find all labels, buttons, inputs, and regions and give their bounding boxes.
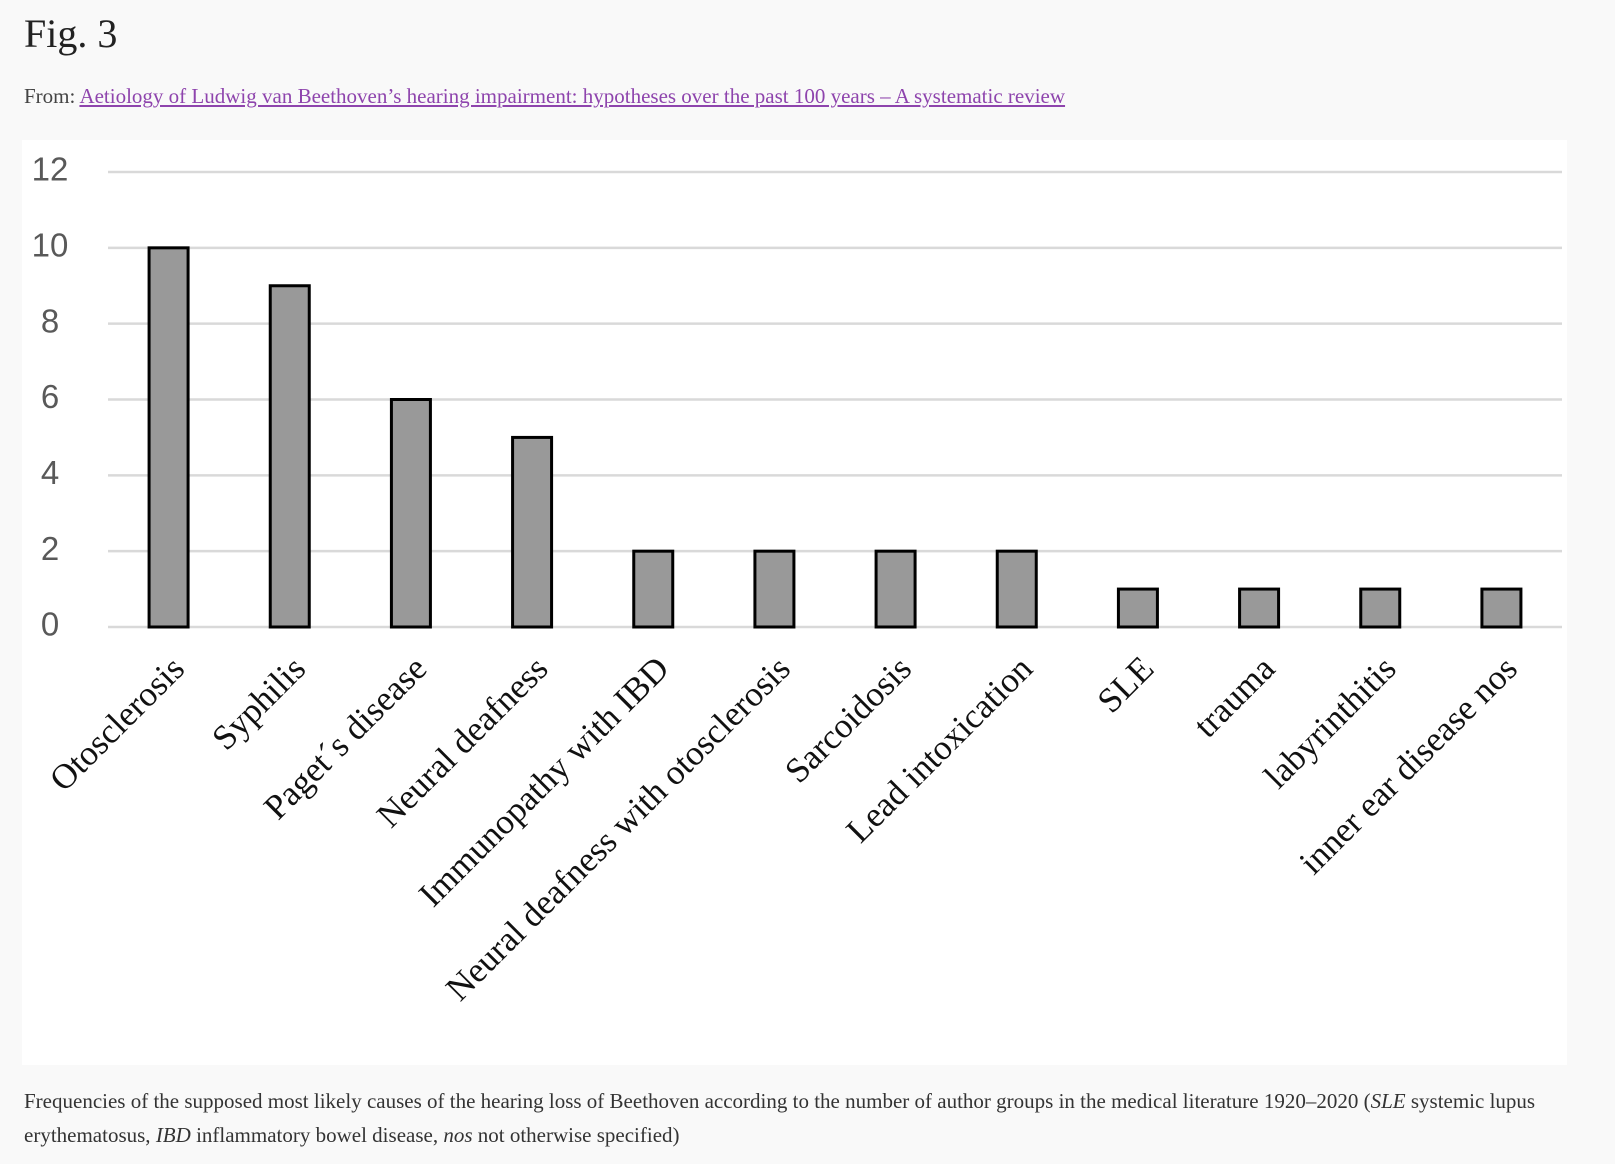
bar (995, 549, 1038, 629)
bar (1238, 587, 1281, 629)
y-tick-label: 10 (32, 227, 69, 264)
bar (874, 549, 917, 629)
caption-text: inflammatory bowel disease, (190, 1123, 444, 1147)
bar (753, 549, 796, 629)
figure-title: Fig. 3 (24, 11, 118, 56)
caption-text: not otherwise specified) (472, 1123, 680, 1147)
y-tick-label: 4 (41, 454, 59, 491)
bar (389, 398, 432, 629)
caption-text: systemic lupus erythematosus, (24, 1089, 1536, 1147)
y-tick-label: 12 (32, 151, 69, 188)
from-label: From: (24, 84, 76, 108)
caption: Frequencies of the supposed most likely … (24, 1084, 1564, 1152)
bar (511, 435, 554, 629)
article-link[interactable]: Aetiology of Ludwig van Beethoven’s hear… (79, 84, 1066, 108)
y-tick-label: 6 (41, 378, 59, 415)
y-tick-label: 2 (41, 530, 59, 567)
source-line: From: Aetiology of Ludwig van Beethoven’… (24, 84, 1065, 109)
bar (268, 284, 311, 629)
bar (147, 246, 190, 629)
y-tick-label: 8 (41, 302, 59, 339)
caption-abbr: nos (443, 1123, 473, 1147)
bar (1359, 587, 1402, 629)
y-tick-label: 0 (41, 606, 59, 643)
bar (1116, 587, 1159, 629)
bar (632, 549, 675, 629)
caption-abbr: SLE (1370, 1089, 1406, 1113)
bar (1480, 587, 1523, 629)
caption-abbr: IBD (155, 1123, 191, 1147)
caption-text: Frequencies of the supposed most likely … (24, 1089, 1371, 1113)
